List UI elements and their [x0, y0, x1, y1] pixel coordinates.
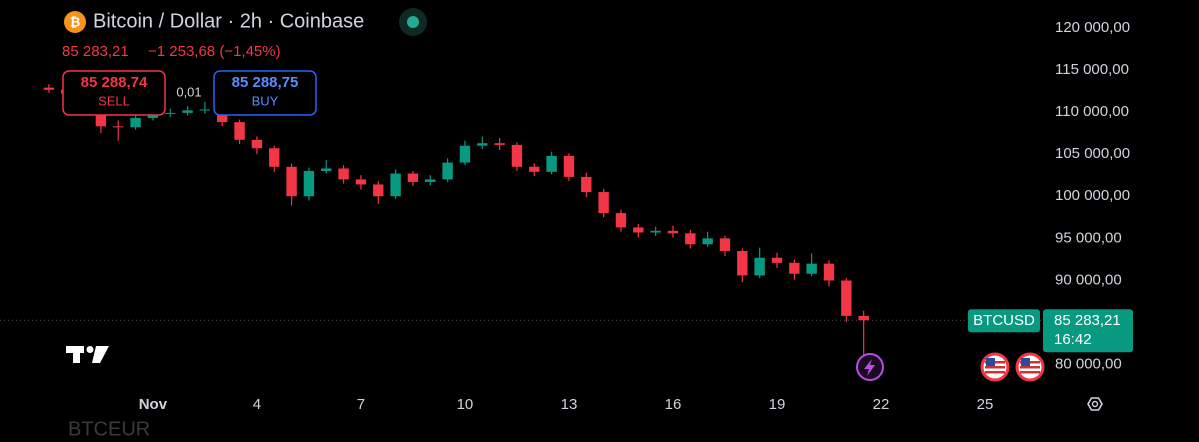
candle-body — [269, 148, 280, 167]
candle-body — [529, 166, 540, 172]
flag-icon[interactable] — [1015, 352, 1045, 382]
y-tick-label: 110 000,00 — [1055, 103, 1129, 120]
coin-icon-glyph: ₿ — [70, 14, 81, 29]
buy-button[interactable] — [213, 70, 317, 116]
candle-body — [650, 230, 661, 233]
candle-body — [338, 168, 349, 180]
candle-body — [373, 184, 384, 197]
candle-body — [806, 263, 817, 274]
candle-body — [199, 109, 211, 111]
symbol-tag: BTCUSD — [973, 312, 1035, 329]
candle-body — [130, 117, 141, 128]
candle-body — [321, 168, 332, 171]
candle-body — [286, 166, 297, 197]
y-tick-label: 105 000,00 — [1055, 145, 1130, 162]
candle-body — [251, 139, 263, 149]
price-tag: 85 283,21 — [1054, 312, 1121, 329]
countdown: 16:42 — [1054, 331, 1092, 348]
candle-body — [43, 87, 55, 90]
market-status-dot — [407, 16, 419, 28]
candle-body — [615, 213, 627, 228]
candle-body — [598, 192, 609, 214]
candle-body — [667, 230, 679, 234]
buy-label: BUY — [252, 93, 279, 108]
candle-body — [165, 112, 176, 114]
candle-body — [494, 143, 505, 145]
settings-button[interactable] — [1087, 397, 1103, 411]
flag-icon[interactable] — [980, 352, 1010, 382]
candle-body — [234, 122, 245, 140]
candle-body — [425, 179, 436, 182]
candle-body — [511, 144, 523, 167]
candle-body — [217, 109, 228, 123]
candle-body — [546, 155, 557, 172]
x-tick-label: 25 — [977, 396, 994, 413]
candle-body — [702, 238, 713, 245]
x-tick-label: 10 — [457, 396, 474, 413]
x-tick-label: 13 — [561, 396, 578, 413]
watermark: BTCEUR — [68, 418, 150, 440]
candle-body — [390, 173, 401, 197]
candle-body — [581, 176, 592, 193]
x-tick-label: 19 — [769, 396, 786, 413]
y-tick-label: 95 000,00 — [1055, 229, 1122, 246]
candle-body — [633, 227, 644, 233]
spread: 0,01 — [176, 84, 201, 99]
candle-body — [685, 233, 696, 245]
candle-body — [754, 257, 765, 276]
y-tick-label: 120 000,00 — [1055, 19, 1130, 36]
candle-body — [858, 315, 869, 321]
candle-body — [789, 262, 800, 274]
candle-body — [355, 179, 367, 185]
buy-price: 85 288,75 — [232, 74, 299, 91]
candle-body — [95, 107, 107, 127]
candle-body — [303, 170, 315, 197]
candle-body — [771, 257, 783, 263]
candle-body — [407, 173, 419, 182]
price-tag-box — [1043, 309, 1133, 353]
sell-button[interactable] — [62, 70, 166, 116]
settings-button-center — [1091, 400, 1099, 408]
candle-body — [737, 251, 748, 276]
x-tick-label: 7 — [357, 396, 365, 413]
candle-body — [113, 126, 124, 128]
y-tick-label: 115 000,00 — [1055, 61, 1129, 78]
candle-body — [563, 155, 575, 177]
coin-icon — [64, 11, 86, 33]
header-change: −1 253,68 (−1,45%) — [148, 43, 281, 60]
candle-body — [459, 145, 471, 163]
candle-body — [442, 162, 453, 180]
candle-body — [719, 238, 731, 252]
symbol-title[interactable]: Bitcoin / Dollar · 2h · Coinbase — [93, 10, 364, 32]
event-icon-bolt — [864, 359, 875, 376]
sell-price: 85 288,74 — [81, 74, 148, 91]
header-price: 85 283,21 — [62, 43, 129, 60]
candle-body — [182, 110, 193, 113]
x-tick-label: 16 — [665, 396, 682, 413]
y-tick-label: 100 000,00 — [1055, 187, 1130, 204]
y-tick-label: 80 000,00 — [1055, 356, 1122, 373]
candle-body — [477, 143, 488, 146]
symbol-tag-box — [968, 309, 1040, 333]
candle-body — [823, 263, 835, 281]
plot-area — [0, 84, 1045, 360]
x-tick-label: 22 — [873, 396, 890, 413]
sell-label: SELL — [98, 93, 130, 108]
candle-body — [841, 280, 852, 316]
tv-logo — [66, 346, 109, 363]
candle-body — [147, 113, 159, 118]
x-tick-label: 4 — [253, 396, 261, 413]
x-tick-label: Nov — [139, 396, 168, 413]
y-tick-label: 90 000,00 — [1055, 271, 1122, 288]
